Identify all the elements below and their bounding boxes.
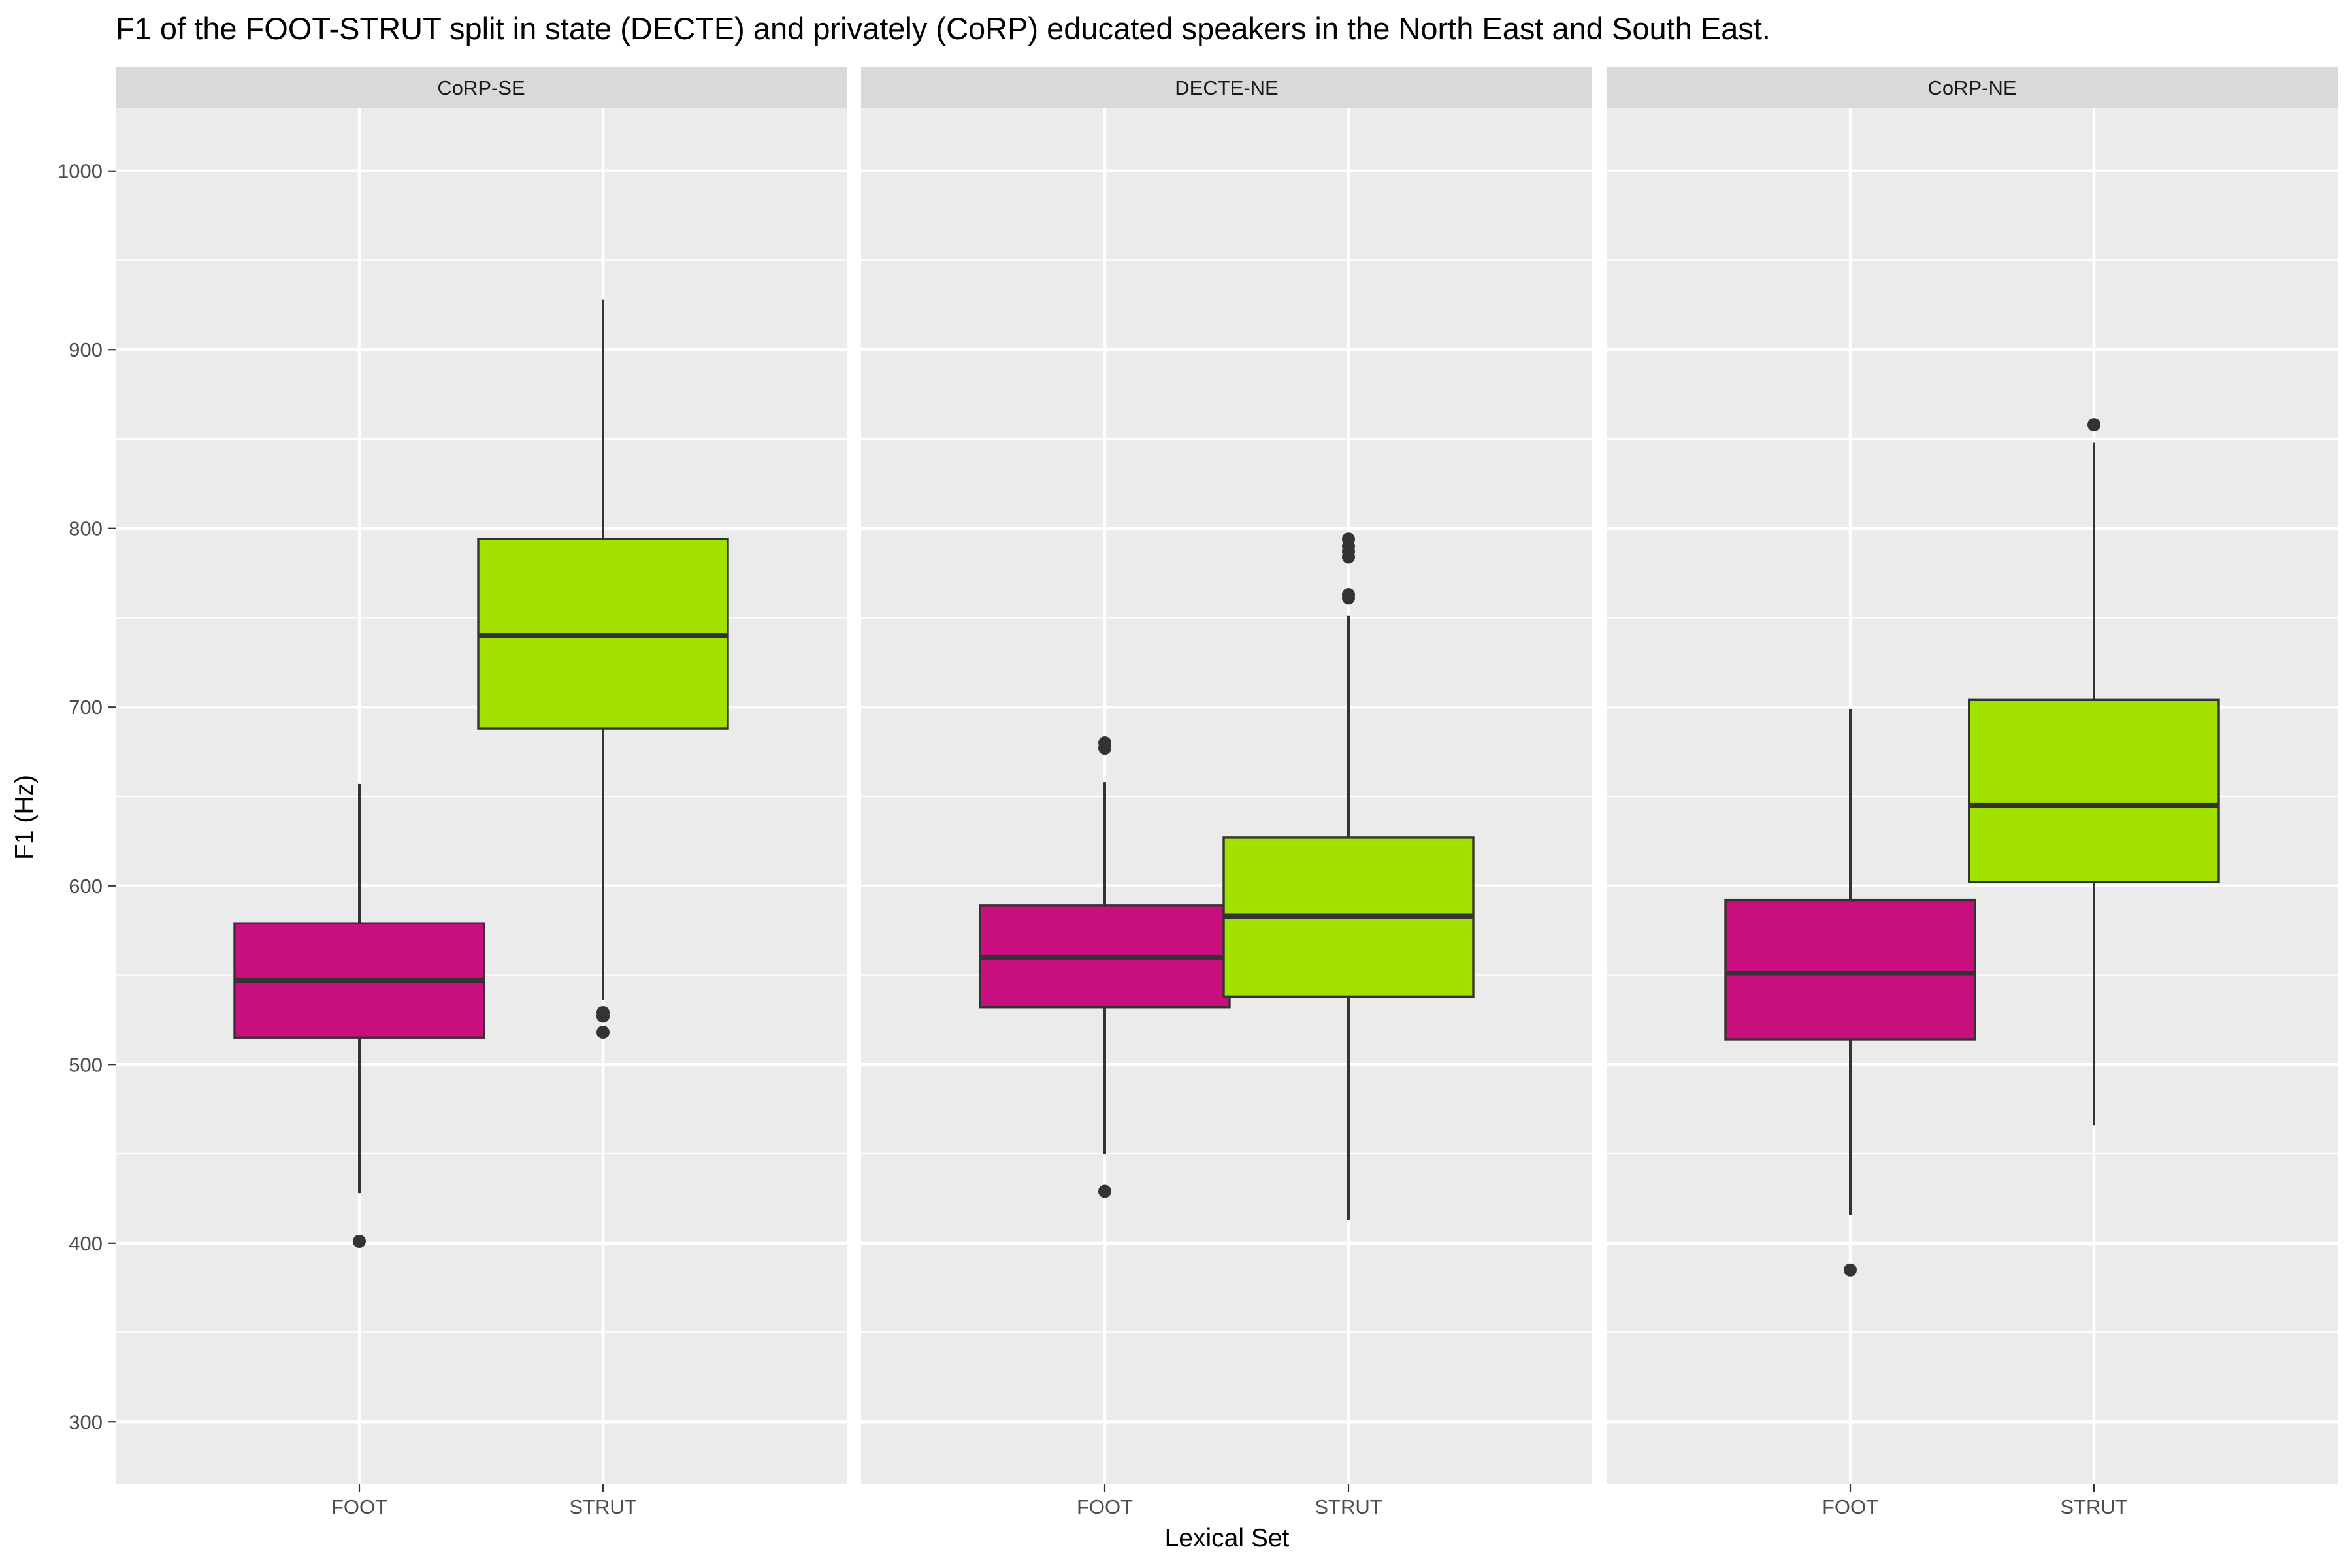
facet-strip-label: DECTE-NE [1175,76,1278,99]
box-body [1724,898,1976,1041]
x-tick-label: STRUT [2060,1495,2127,1518]
outlier-point [1098,1184,1111,1198]
y-tick-label: 600 [69,875,103,898]
x-tick-label: STRUT [1315,1495,1382,1518]
y-tick-label: 800 [69,517,103,540]
outlier-point [596,1026,610,1039]
facet-strip-label: CoRP-NE [1927,76,2016,99]
y-tick-label: 300 [69,1411,103,1433]
outlier-point [596,1005,610,1019]
panel-corp-ne: CoRP-NE FOOT STRUT [1607,67,2338,1518]
outlier-point [1342,587,1355,601]
outlier-point [2087,418,2100,432]
x-tick-label: STRUT [569,1495,636,1518]
box-strut [477,299,729,1039]
box-foot [233,783,485,1249]
chart-title: F1 of the FOOT-STRUT split in state (DEC… [116,11,1771,46]
x-tick-label: FOOT [1077,1495,1133,1518]
box-body [1968,698,2220,883]
facet-strip [116,67,847,108]
box-foot [979,736,1231,1198]
box-strut [1222,532,1475,1220]
facet-strip [1607,67,2338,108]
facet-strip [861,67,1592,108]
panel-corp-se: CoRP-SE FOOT STRUT [116,67,847,1518]
y-tick-label: 400 [69,1232,103,1255]
facet-strip-label: CoRP-SE [437,76,525,99]
y-axis: 300 400 500 600 700 800 900 1000 [57,160,116,1433]
y-tick-label: 900 [69,338,103,361]
outlier-point [1098,736,1111,749]
y-tick-label: 700 [69,696,103,719]
x-axis-title: Lexical Set [1165,1524,1290,1552]
y-tick-label: 500 [69,1053,103,1076]
outlier-point [353,1235,366,1249]
panel-decte-ne: DECTE-NE FOOT STRUT [861,67,1592,1518]
box-strut [1968,418,2220,1126]
x-tick-label: FOOT [331,1495,387,1518]
x-tick-label: FOOT [1822,1495,1878,1518]
outlier-point [1844,1263,1857,1277]
y-tick-label: 1000 [57,160,103,183]
box-foot [1724,708,1976,1277]
outlier-point [1342,532,1355,546]
y-axis-title: F1 (Hz) [10,775,39,860]
